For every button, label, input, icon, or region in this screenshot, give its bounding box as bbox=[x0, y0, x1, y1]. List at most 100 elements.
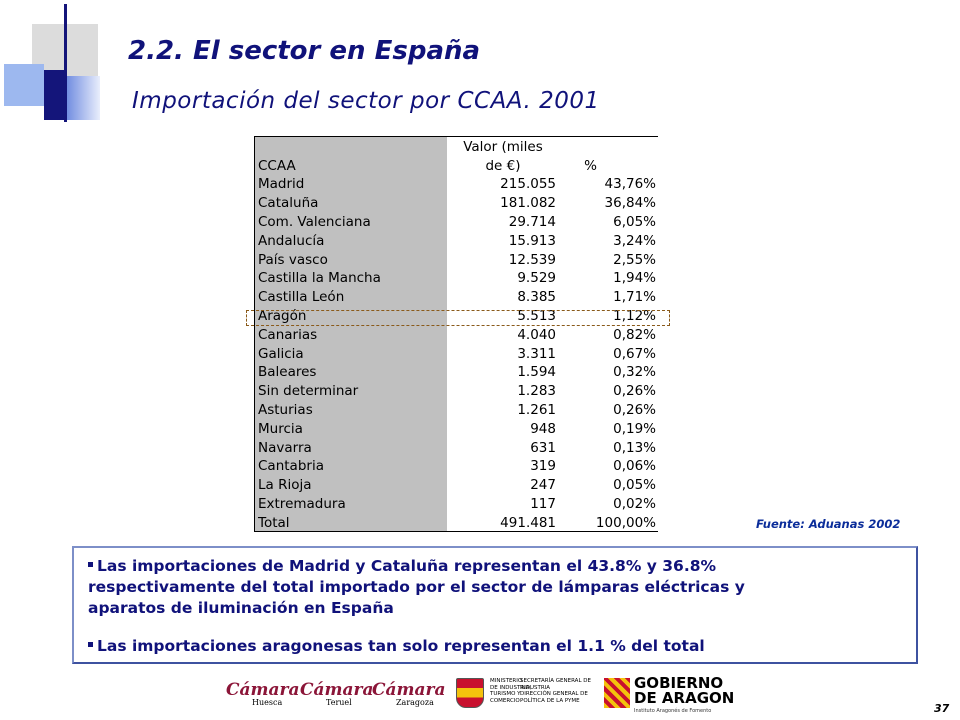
decor-vertical-line bbox=[64, 4, 67, 122]
row-value: 215.055 bbox=[500, 176, 556, 193]
table-row: Asturias 1.261 0,26% bbox=[255, 401, 659, 420]
row-value: 948 bbox=[530, 420, 556, 437]
table-row-total: Total 491.481 100,00% bbox=[255, 513, 659, 532]
camara-zaragoza-logo: Cámara bbox=[372, 680, 446, 700]
row-pct: 100,00% bbox=[595, 514, 656, 531]
table-header-row: Valor (miles bbox=[255, 137, 659, 156]
bullet-square-icon bbox=[88, 642, 93, 647]
row-pct: 0,05% bbox=[613, 477, 656, 494]
row-value: 3.311 bbox=[517, 345, 556, 362]
table-row: Baleares 1.594 0,32% bbox=[255, 363, 659, 382]
row-value: 491.481 bbox=[500, 514, 556, 531]
aragon-highlight-box bbox=[246, 310, 670, 326]
table-row: Sin determinar 1.283 0,26% bbox=[255, 382, 659, 401]
row-region: Murcia bbox=[258, 420, 303, 437]
row-region: Canarias bbox=[258, 326, 318, 343]
row-pct: 6,05% bbox=[613, 213, 656, 230]
header-ccaa: CCAA bbox=[258, 158, 296, 174]
secretaria-text: SECRETARÍA GENERAL DE INDUSTRIA DIRECCIÓ… bbox=[520, 678, 591, 704]
table-row: Murcia 948 0,19% bbox=[255, 419, 659, 438]
row-pct: 0,67% bbox=[613, 345, 656, 362]
table-row: Castilla la Mancha 9.529 1,94% bbox=[255, 269, 659, 288]
aragon-flag-icon bbox=[604, 678, 630, 708]
row-region: Extremadura bbox=[258, 495, 346, 512]
slide-title: 2.2. El sector en España bbox=[128, 36, 481, 66]
instituto-aragones-text: Instituto Aragonés de Fomento bbox=[634, 708, 712, 714]
row-value: 631 bbox=[530, 439, 556, 456]
row-pct: 0,19% bbox=[613, 420, 656, 437]
header-valor-line1: Valor (miles bbox=[463, 139, 543, 155]
row-value: 1.594 bbox=[517, 364, 556, 381]
decor-navy-block bbox=[44, 70, 66, 120]
row-pct: 1,71% bbox=[613, 289, 656, 306]
row-region: País vasco bbox=[258, 251, 328, 268]
row-region: Cataluña bbox=[258, 195, 319, 212]
table-row: Galicia 3.311 0,67% bbox=[255, 344, 659, 363]
row-region: Baleares bbox=[258, 364, 317, 381]
import-table: Valor (miles CCAA de €) % Madrid 215.055 4… bbox=[254, 136, 659, 532]
row-region: Com. Valenciana bbox=[258, 213, 371, 230]
table-row-highlighted: Aragón 5.513 1,12% bbox=[255, 307, 659, 326]
row-value: 9.529 bbox=[517, 270, 556, 287]
row-value: 1.283 bbox=[517, 383, 556, 400]
row-pct: 36,84% bbox=[604, 195, 656, 212]
table-row: La Rioja 247 0,05% bbox=[255, 476, 659, 495]
row-pct: 0,26% bbox=[613, 383, 656, 400]
row-pct: 1,12% bbox=[613, 307, 656, 324]
header-pct: % bbox=[584, 158, 597, 174]
bullet-madrid-cataluna: Las importaciones de Madrid y Cataluña r… bbox=[84, 556, 904, 619]
row-pct: 0,13% bbox=[613, 439, 656, 456]
row-value: 15.913 bbox=[508, 232, 556, 249]
bullet-aragon: Las importaciones aragonesas tan solo re… bbox=[84, 636, 904, 657]
camara-teruel-city: Teruel bbox=[326, 698, 352, 707]
table-row: País vasco 12.539 2,55% bbox=[255, 250, 659, 269]
camara-huesca-logo: Cámara bbox=[226, 680, 300, 700]
row-value: 12.539 bbox=[508, 251, 556, 268]
header-valor-line2: de €) bbox=[485, 158, 521, 174]
gobierno-aragon-logo: GOBIERNO DE ARAGON bbox=[634, 674, 735, 707]
slide-subtitle: Importación del sector por CCAA. 2001 bbox=[132, 88, 600, 114]
row-value: 29.714 bbox=[508, 213, 556, 230]
page-number: 37 bbox=[934, 702, 950, 715]
row-value: 181.082 bbox=[500, 195, 556, 212]
table-row: Extremadura 117 0,02% bbox=[255, 495, 659, 514]
bullet-square-icon bbox=[88, 562, 93, 567]
row-pct: 0,26% bbox=[613, 401, 656, 418]
import-table-grid: Valor (miles CCAA de €) % Madrid 215.055 4… bbox=[255, 137, 659, 532]
row-pct: 1,94% bbox=[613, 270, 656, 287]
row-pct: 0,32% bbox=[613, 364, 656, 381]
row-pct: 0,82% bbox=[613, 326, 656, 343]
camara-huesca-city: Huesca bbox=[252, 698, 283, 707]
table-row: Com. Valenciana 29.714 6,05% bbox=[255, 213, 659, 232]
row-value: 319 bbox=[530, 458, 556, 475]
values-column-background bbox=[447, 137, 659, 531]
bullet1-line1: Las importaciones de Madrid y Cataluña r… bbox=[97, 557, 717, 575]
table-row: Madrid 215.055 43,76% bbox=[255, 175, 659, 194]
source-note: Fuente: Aduanas 2002 bbox=[756, 517, 901, 531]
row-value: 1.261 bbox=[517, 401, 556, 418]
table-row: Castilla León 8.385 1,71% bbox=[255, 288, 659, 307]
table-header-row-2: CCAA de €) % bbox=[255, 156, 659, 175]
row-value: 5.513 bbox=[517, 307, 556, 324]
row-region: Asturias bbox=[258, 401, 313, 418]
row-value: 247 bbox=[530, 477, 556, 494]
spain-coat-of-arms-icon bbox=[456, 678, 484, 708]
summary-textbox: Las importaciones de Madrid y Cataluña r… bbox=[72, 546, 918, 664]
bullet2-text: Las importaciones aragonesas tan solo re… bbox=[97, 637, 705, 655]
row-pct: 0,06% bbox=[613, 458, 656, 475]
camara-teruel-logo: Cámara bbox=[300, 680, 374, 700]
row-pct: 3,24% bbox=[613, 232, 656, 249]
row-value: 117 bbox=[530, 495, 556, 512]
row-region: Sin determinar bbox=[258, 383, 359, 400]
row-region: Madrid bbox=[258, 176, 305, 193]
row-region: La Rioja bbox=[258, 477, 312, 494]
ministerio-text: MINISTERIO DE INDUSTRIA, TURISMO Y COMER… bbox=[490, 678, 532, 704]
bullet1-line3: aparatos de iluminación en España bbox=[88, 599, 394, 617]
name-column-background bbox=[255, 137, 447, 531]
row-pct: 43,76% bbox=[604, 176, 656, 193]
decor-lightblue-block bbox=[4, 64, 44, 106]
row-value: 4.040 bbox=[517, 326, 556, 343]
row-pct: 0,02% bbox=[613, 495, 656, 512]
row-region: Cantabria bbox=[258, 458, 324, 475]
row-region: Aragón bbox=[258, 307, 307, 324]
